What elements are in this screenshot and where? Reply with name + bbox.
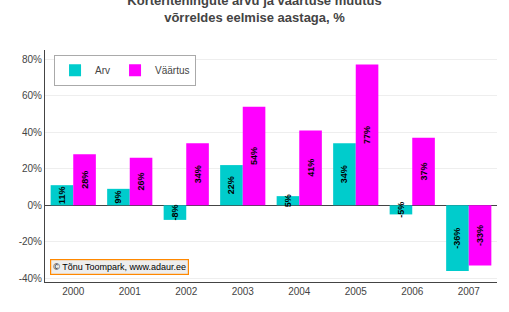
svg-text:60%: 60% <box>22 90 42 101</box>
svg-text:2005: 2005 <box>345 286 368 297</box>
svg-text:© Tõnu Toompark, www.adaur.ee: © Tõnu Toompark, www.adaur.ee <box>53 262 186 272</box>
svg-text:41%: 41% <box>306 159 316 177</box>
svg-text:2004: 2004 <box>288 286 311 297</box>
svg-text:2001: 2001 <box>119 286 142 297</box>
svg-text:77%: 77% <box>362 126 372 144</box>
svg-text:2003: 2003 <box>232 286 255 297</box>
svg-text:22%: 22% <box>226 176 236 194</box>
svg-text:5%: 5% <box>283 194 293 207</box>
svg-text:26%: 26% <box>136 173 146 191</box>
svg-text:2006: 2006 <box>401 286 424 297</box>
svg-text:2002: 2002 <box>175 286 198 297</box>
svg-text:Korteritehingute arvu ja väärt: Korteritehingute arvu ja väärtuse muutus… <box>127 0 381 25</box>
svg-text:-20%: -20% <box>19 236 42 247</box>
svg-text:2007: 2007 <box>458 286 481 297</box>
svg-text:37%: 37% <box>419 162 429 180</box>
svg-text:-36%: -36% <box>452 228 462 249</box>
svg-text:-8%: -8% <box>170 205 180 221</box>
svg-text:Väärtus: Väärtus <box>155 65 189 76</box>
svg-text:54%: 54% <box>249 147 259 165</box>
svg-text:28%: 28% <box>80 171 90 189</box>
svg-text:-5%: -5% <box>396 202 406 218</box>
svg-text:2000: 2000 <box>62 286 85 297</box>
svg-text:9%: 9% <box>113 191 123 204</box>
svg-text:80%: 80% <box>22 54 42 65</box>
svg-text:0%: 0% <box>28 200 43 211</box>
svg-text:Arv: Arv <box>95 65 110 76</box>
svg-text:-40%: -40% <box>19 273 42 284</box>
svg-text:-33%: -33% <box>475 225 485 246</box>
svg-text:34%: 34% <box>193 165 203 183</box>
svg-text:11%: 11% <box>57 186 67 204</box>
svg-text:40%: 40% <box>22 127 42 138</box>
svg-text:20%: 20% <box>22 163 42 174</box>
svg-text:34%: 34% <box>339 165 349 183</box>
